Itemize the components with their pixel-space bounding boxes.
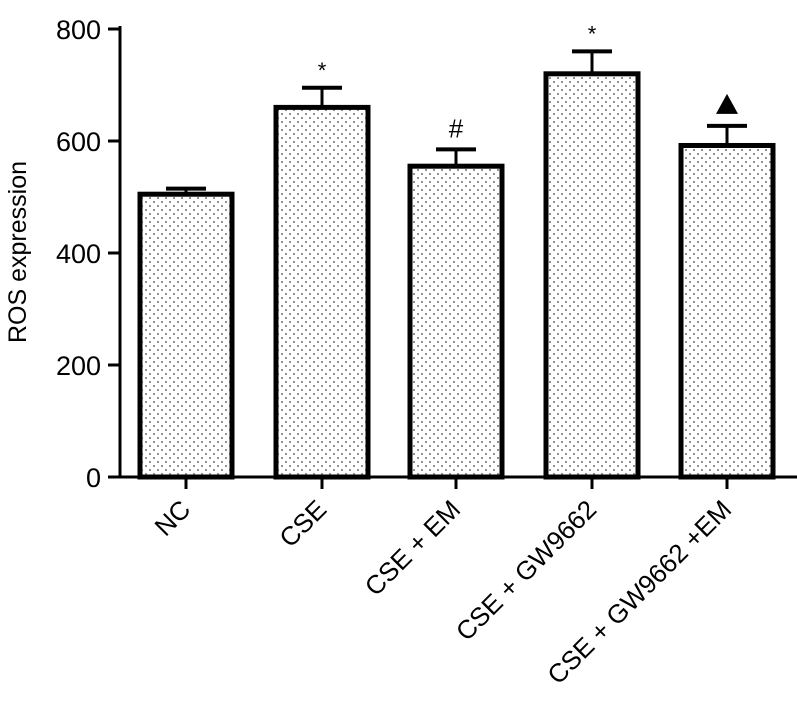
- bar-3: [543, 71, 641, 480]
- significance-markers: * # *: [318, 21, 738, 143]
- y-axis-title: ROS expression: [4, 161, 32, 343]
- hash-marker-2: #: [449, 113, 464, 143]
- triangle-marker-4: [716, 93, 738, 114]
- y-tick-label-0: 0: [86, 463, 101, 493]
- y-tick-label-4: 800: [56, 15, 101, 45]
- y-tick-label-3: 600: [56, 127, 101, 157]
- star-marker-3: *: [588, 21, 597, 46]
- y-tick-label-2: 400: [56, 239, 101, 269]
- y-ticks: 0 200 400 600 800: [56, 15, 120, 493]
- y-tick-label-1: 200: [56, 351, 101, 381]
- x-tick-label-3: CSE + GW9662: [450, 494, 603, 647]
- x-tick-label-2: CSE + EM: [359, 494, 467, 602]
- x-tick-label-0: NC: [148, 494, 196, 542]
- star-marker-1: *: [318, 58, 327, 83]
- bar-4: [678, 142, 776, 480]
- error-bars: [166, 49, 747, 195]
- bar-1: [273, 104, 371, 480]
- x-tick-label-1: CSE: [273, 494, 332, 553]
- bar-0: [137, 191, 235, 480]
- bar-2: [407, 163, 505, 480]
